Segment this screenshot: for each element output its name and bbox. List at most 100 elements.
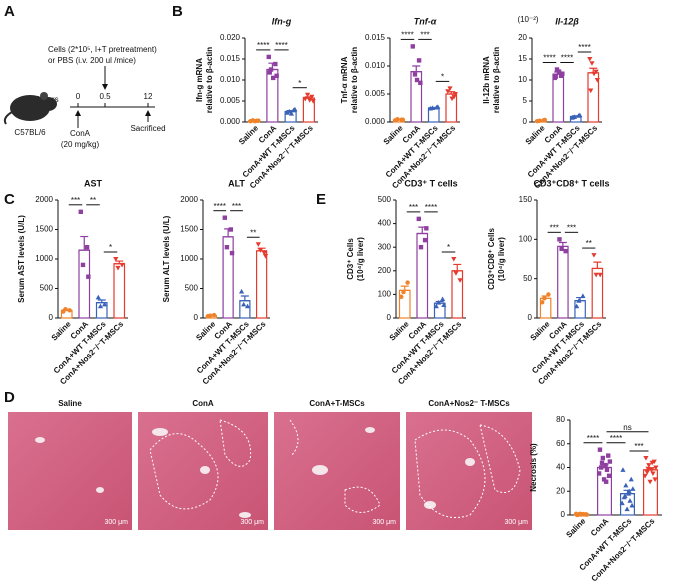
data-point xyxy=(268,67,274,72)
data-point xyxy=(589,61,595,66)
bar-chart: Il-12β (10⁻²) Il-12b mRNA relative to β-act… xyxy=(482,15,602,190)
data-point xyxy=(222,215,228,220)
y-axis-label: Necrosis (%) xyxy=(529,443,538,492)
data-point xyxy=(78,209,83,214)
error-bar xyxy=(557,241,569,248)
data-point xyxy=(84,245,90,250)
data-point xyxy=(597,447,603,452)
sig-label: *** xyxy=(409,203,418,212)
data-point xyxy=(267,70,272,75)
data-point xyxy=(256,118,261,123)
error-bar xyxy=(96,299,107,304)
sig-label: **** xyxy=(214,202,226,211)
arrow-head xyxy=(145,110,151,116)
sig-label: *** xyxy=(550,223,559,232)
y-tick-label: 100 xyxy=(378,290,392,299)
error-bar xyxy=(399,285,410,291)
data-point xyxy=(97,303,104,309)
data-point xyxy=(630,486,636,491)
data-point xyxy=(557,237,562,242)
sig-label: *** xyxy=(420,31,429,40)
data-point xyxy=(435,104,441,109)
data-point xyxy=(583,512,589,517)
data-point xyxy=(606,453,611,458)
y-axis-label: relative to β-actin xyxy=(492,47,501,113)
data-point xyxy=(598,465,604,470)
data-point xyxy=(649,460,655,466)
bar-chart: Ifn-g Ifn-g mRNA relative to β-actin 0.000 0… xyxy=(195,16,318,190)
data-point xyxy=(588,88,594,94)
sig-label: *** xyxy=(71,196,80,205)
y-tick-label: 0.015 xyxy=(220,54,241,63)
data-point xyxy=(644,470,650,475)
data-point xyxy=(604,467,610,473)
y-tick-label: 150 xyxy=(519,195,533,204)
data-point xyxy=(627,498,633,503)
data-point xyxy=(624,506,630,512)
y-tick-label: 1000 xyxy=(180,254,198,263)
timeline-text: Sacrificed xyxy=(130,124,165,133)
y-tick-label: 0 xyxy=(561,510,566,519)
data-point xyxy=(228,227,234,232)
data-point xyxy=(578,512,584,517)
data-point xyxy=(642,473,648,479)
histology-label: Saline xyxy=(58,399,82,408)
data-point xyxy=(115,265,121,271)
sig-label: * xyxy=(441,73,444,82)
data-point xyxy=(646,463,652,468)
sig-label: **** xyxy=(587,434,599,443)
y-tick-label: 50 xyxy=(523,274,532,283)
sig-label: *** xyxy=(232,202,241,211)
data-point xyxy=(399,294,404,299)
sig-label: **** xyxy=(425,203,437,212)
y-tick-label: 0 xyxy=(194,313,199,322)
y-axis-label: relative to β-actin xyxy=(205,47,214,113)
x-tick-label: Saline xyxy=(524,123,547,146)
timeline-text: Cells (2*10⁵, I+T pretreatment) xyxy=(48,45,157,54)
chart-title: CD3⁺CD8⁺ T cells xyxy=(533,178,609,188)
x-tick-label: ConA xyxy=(589,516,611,538)
data-point xyxy=(67,308,72,313)
scale-label: 300 μm xyxy=(105,519,129,526)
data-point xyxy=(435,300,442,305)
data-point xyxy=(433,303,439,309)
data-point xyxy=(606,473,612,479)
bar xyxy=(451,270,464,319)
data-point xyxy=(619,500,625,506)
histology-image xyxy=(8,412,132,530)
y-axis-label: Serum ALT levels (U/L) xyxy=(162,215,171,302)
data-point xyxy=(451,257,457,262)
timeline-text: (20 mg/kg) xyxy=(61,140,100,149)
bar xyxy=(256,250,268,319)
y-tick-label: 40 xyxy=(556,463,565,472)
sig-label: ** xyxy=(90,196,96,205)
data-point xyxy=(594,78,600,83)
data-point xyxy=(648,467,655,473)
data-point xyxy=(645,466,651,472)
data-point xyxy=(576,298,582,303)
data-point xyxy=(647,479,653,485)
data-point xyxy=(273,61,278,67)
data-point xyxy=(119,262,125,268)
data-point xyxy=(542,117,548,123)
bar-chart: Tnf-α Tnf-α mRNA relative to β-actin 0.000 0… xyxy=(340,16,460,190)
y-axis-label: (10⁴/g liver) xyxy=(356,237,365,281)
data-point xyxy=(416,216,421,222)
arrow-head xyxy=(75,110,81,116)
data-point xyxy=(422,237,428,243)
y-tick-label: 5 xyxy=(523,96,528,105)
data-point xyxy=(457,278,463,283)
data-point xyxy=(540,300,545,305)
data-point xyxy=(207,313,213,318)
bar xyxy=(591,267,604,319)
data-point xyxy=(424,226,429,231)
data-point xyxy=(593,272,599,278)
data-point xyxy=(416,58,422,63)
y-axis-label: CD3⁺CD8⁺ Cells xyxy=(487,228,496,290)
timeline-text: C57BL/6 xyxy=(14,128,46,137)
data-point xyxy=(401,289,406,295)
sig-label: **** xyxy=(610,434,622,443)
data-point xyxy=(414,77,420,83)
